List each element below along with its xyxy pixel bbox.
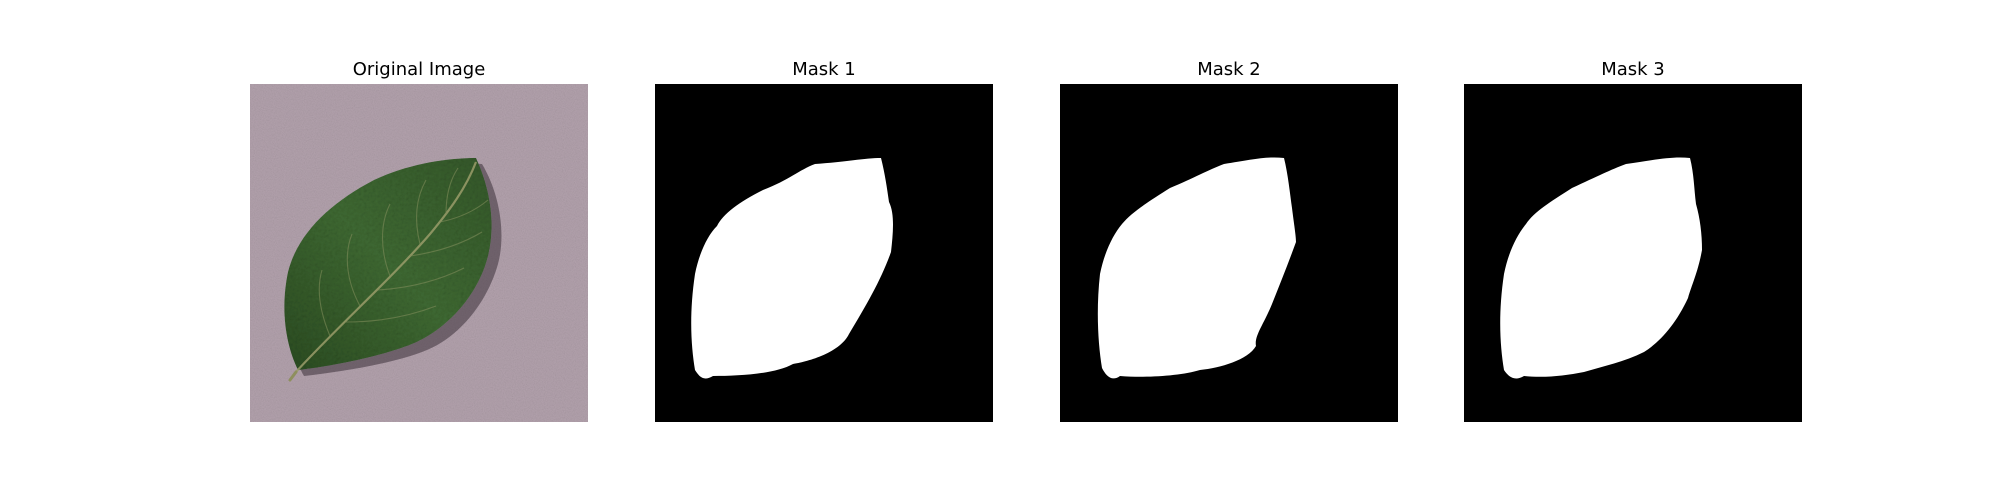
leaf-veins xyxy=(318,167,489,337)
panel-title-mask-2: Mask 2 xyxy=(1197,59,1261,80)
mask-1 xyxy=(655,84,993,422)
mask-3-image xyxy=(1464,84,1802,422)
leaf-blade xyxy=(284,158,492,370)
mask-3 xyxy=(1464,84,1802,422)
leaf-photo xyxy=(250,84,588,422)
mask-1-image xyxy=(655,84,993,422)
leaf-midrib xyxy=(293,161,478,375)
original-image xyxy=(250,84,588,422)
panel-title-mask-3: Mask 3 xyxy=(1601,59,1665,80)
mask-1-region xyxy=(691,158,893,379)
leaf-stem xyxy=(288,370,298,382)
mask-2-region xyxy=(1097,157,1296,379)
panel-title-original-image: Original Image xyxy=(352,59,486,80)
panel-title-mask-1: Mask 1 xyxy=(792,59,856,80)
mask-2 xyxy=(1060,84,1398,422)
mask-3-region xyxy=(1500,157,1702,379)
mask-2-image xyxy=(1060,84,1398,422)
